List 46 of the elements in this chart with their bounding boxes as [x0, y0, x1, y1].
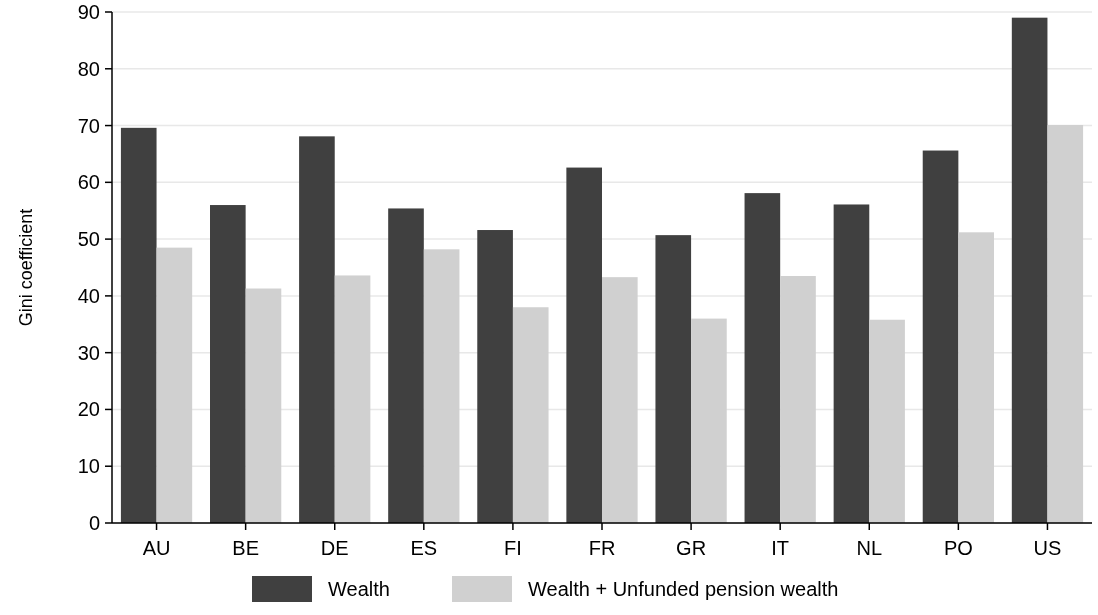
x-tick-label: AU — [142, 537, 171, 559]
y-tick-label: 10 — [77, 455, 100, 478]
y-tick-label: 50 — [77, 228, 100, 251]
y-tick-label: 90 — [77, 1, 100, 23]
x-tick-label: GR — [676, 537, 707, 559]
y-tick-label: 30 — [77, 341, 100, 364]
y-tick-label: 40 — [77, 284, 100, 307]
bar — [780, 276, 816, 523]
y-axis-title: Gini coefficient — [16, 208, 36, 327]
bar — [156, 247, 193, 523]
x-tick-label: PO — [943, 537, 973, 559]
bar — [210, 205, 246, 523]
x-tick-label: BE — [232, 537, 259, 559]
bar — [299, 136, 335, 523]
x-tick-label: NL — [856, 537, 883, 559]
bar — [833, 204, 870, 523]
bar — [1011, 17, 1048, 523]
bar — [334, 275, 371, 523]
bar — [655, 235, 692, 523]
bar — [1047, 124, 1084, 523]
bar — [388, 208, 424, 523]
legend-label: Wealth + Unfunded pension wealth — [528, 578, 839, 600]
bar — [566, 167, 602, 523]
bar — [477, 230, 513, 523]
bar — [423, 249, 460, 523]
bar — [602, 277, 638, 523]
bar — [744, 193, 781, 523]
bar — [691, 318, 727, 523]
bar — [245, 288, 282, 523]
y-tick-label: 80 — [77, 57, 100, 80]
bar — [922, 150, 959, 523]
x-tick-label: ES — [410, 537, 438, 559]
x-tick-label: FI — [504, 537, 522, 559]
x-tick-label: FR — [588, 537, 616, 559]
y-tick-label: 0 — [88, 512, 100, 534]
bar — [958, 232, 994, 523]
x-tick-label: DE — [320, 537, 349, 559]
legend-label: Wealth — [328, 578, 390, 600]
bar — [869, 319, 905, 523]
bar — [120, 127, 157, 523]
y-tick-label: 60 — [77, 171, 100, 194]
bar — [512, 307, 549, 523]
x-tick-label: IT — [771, 537, 790, 559]
x-tick-label: US — [1033, 537, 1062, 559]
y-tick-label: 20 — [77, 398, 100, 421]
y-tick-label: 70 — [77, 114, 100, 137]
